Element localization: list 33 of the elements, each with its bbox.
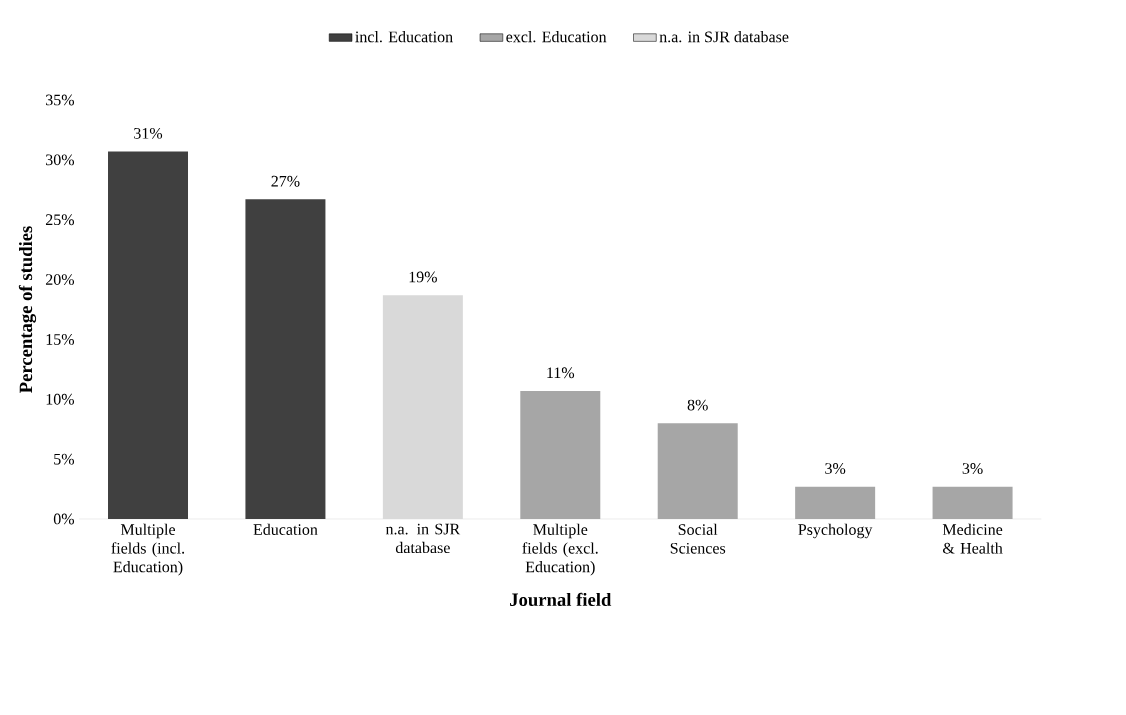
- y-tick-label: 25%: [45, 214, 75, 226]
- data-label: 31%: [134, 127, 163, 139]
- legend-label: excl. Education: [506, 31, 607, 43]
- data-label: 27%: [271, 175, 300, 187]
- y-tick-label: 20%: [45, 274, 75, 285]
- bar: [245, 199, 326, 519]
- y-tick-label: 10%: [46, 393, 75, 405]
- bar: [657, 423, 738, 519]
- y-tick-label: 15%: [46, 334, 75, 345]
- x-tick-label: n.a. in SJR database: [385, 523, 461, 554]
- data-label: 19%: [409, 271, 437, 283]
- data-label: 11%: [547, 367, 575, 379]
- x-tick-label: Multiple fields (incl. Education): [111, 523, 185, 576]
- bar: [520, 390, 601, 519]
- x-tick-label: Social Sciences: [670, 523, 726, 554]
- legend-label: n.a. in SJR database: [659, 31, 789, 43]
- x-axis-title: Journal field: [510, 592, 612, 607]
- data-label: 8%: [687, 399, 708, 411]
- bar: [932, 486, 1013, 519]
- x-tick-label: Education: [253, 523, 318, 535]
- y-tick-label: 5%: [54, 453, 75, 465]
- legend-label: incl. Education: [355, 31, 453, 43]
- x-tick-label: Psychology: [798, 523, 873, 539]
- y-tick-label: 0%: [53, 513, 75, 525]
- y-tick-label: 35%: [46, 94, 75, 106]
- y-tick-label: 30%: [46, 154, 75, 166]
- x-tick-label: Medicine & Health: [942, 523, 1003, 554]
- x-tick-label: Multiple fields (excl. Education): [522, 523, 598, 576]
- y-axis-title: Percentage of studies: [18, 226, 37, 393]
- bar: [795, 486, 876, 519]
- data-label: 3%: [825, 463, 846, 474]
- data-label: 3%: [962, 463, 983, 474]
- bar: [108, 151, 188, 519]
